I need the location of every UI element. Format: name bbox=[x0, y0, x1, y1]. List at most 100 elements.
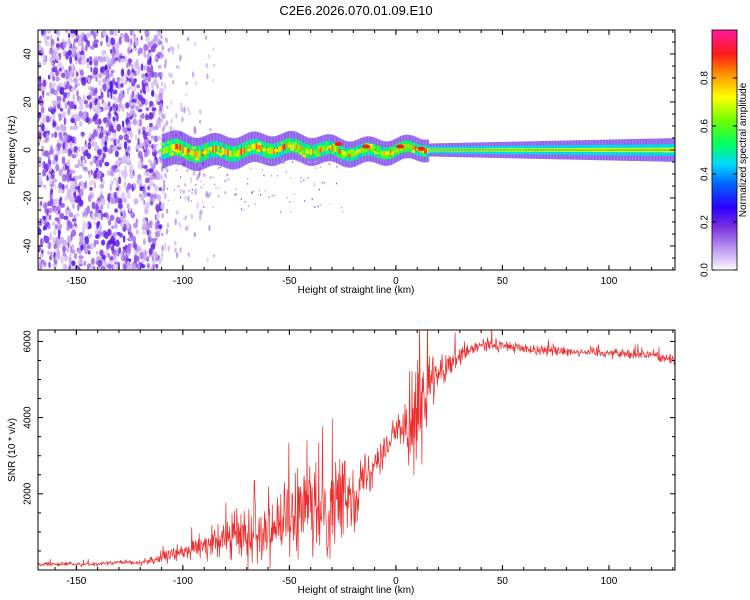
noise-speckle bbox=[80, 59, 86, 65]
noise-speckle bbox=[127, 182, 132, 190]
noise-speckle bbox=[206, 73, 209, 80]
noise-speckle bbox=[133, 239, 136, 246]
noise-speckle bbox=[153, 78, 158, 86]
signal-cell bbox=[172, 144, 175, 151]
noise-speckle bbox=[263, 174, 265, 177]
noise-speckle bbox=[191, 189, 193, 191]
noise-speckle bbox=[60, 124, 65, 133]
noise-speckle bbox=[105, 121, 108, 129]
noise-speckle bbox=[116, 190, 120, 197]
noise-speckle bbox=[212, 78, 215, 83]
noise-speckle bbox=[132, 118, 137, 126]
noise-speckle bbox=[141, 126, 146, 131]
noise-speckle bbox=[106, 212, 109, 220]
signal-cell bbox=[385, 151, 388, 157]
noise-speckle bbox=[194, 161, 196, 164]
noise-speckle bbox=[87, 40, 90, 48]
noise-speckle bbox=[111, 225, 114, 230]
signal-peak bbox=[362, 144, 371, 149]
noise-speckle bbox=[48, 150, 53, 155]
noise-speckle bbox=[147, 185, 150, 191]
noise-speckle bbox=[118, 36, 122, 46]
noise-speckle bbox=[47, 241, 52, 250]
noise-speckle bbox=[168, 72, 171, 78]
signal-blob bbox=[257, 142, 263, 146]
noise-speckle bbox=[96, 250, 99, 255]
noise-speckle bbox=[133, 78, 137, 83]
noise-speckle bbox=[77, 203, 80, 212]
noise-speckle bbox=[297, 160, 299, 162]
noise-speckle bbox=[140, 35, 143, 41]
noise-speckle bbox=[72, 86, 77, 91]
signal-cell bbox=[298, 144, 301, 151]
signal-cell bbox=[310, 149, 313, 155]
signal-cell bbox=[383, 151, 386, 156]
noise-speckle bbox=[120, 83, 124, 88]
signal-cell bbox=[407, 144, 410, 149]
noise-speckle bbox=[160, 81, 164, 87]
noise-speckle bbox=[112, 146, 118, 152]
noise-speckle bbox=[53, 228, 57, 236]
noise-speckle bbox=[314, 206, 316, 208]
noise-speckle bbox=[314, 161, 316, 163]
signal-cell bbox=[255, 143, 258, 150]
noise-speckle bbox=[137, 137, 140, 145]
noise-speckle bbox=[258, 189, 261, 192]
noise-speckle bbox=[133, 84, 137, 92]
noise-speckle bbox=[95, 167, 99, 173]
noise-speckle bbox=[81, 133, 84, 138]
noise-speckle bbox=[145, 107, 150, 111]
noise-speckle bbox=[155, 203, 160, 212]
signal-cell bbox=[222, 148, 225, 155]
signal-cell bbox=[198, 150, 201, 158]
noise-speckle bbox=[110, 37, 115, 46]
noise-speckle bbox=[175, 112, 178, 119]
noise-speckle bbox=[138, 246, 143, 252]
noise-speckle bbox=[73, 125, 79, 130]
noise-speckle bbox=[42, 90, 45, 99]
noise-speckle bbox=[53, 206, 57, 214]
noise-speckle bbox=[61, 245, 67, 253]
signal-cell bbox=[176, 144, 179, 151]
noise-speckle bbox=[152, 264, 155, 270]
snr-xlabel: Height of straight line (km) bbox=[298, 585, 415, 596]
noise-speckle bbox=[206, 257, 209, 263]
noise-speckle bbox=[214, 183, 216, 186]
noise-speckle bbox=[97, 148, 102, 156]
noise-speckle bbox=[194, 188, 197, 196]
signal-blob bbox=[232, 147, 238, 151]
noise-speckle bbox=[207, 193, 210, 198]
noise-speckle bbox=[123, 181, 127, 189]
noise-speckle bbox=[118, 134, 124, 141]
noise-speckle bbox=[78, 105, 84, 111]
noise-speckle bbox=[212, 47, 215, 52]
noise-speckle bbox=[65, 161, 71, 167]
noise-speckle bbox=[149, 220, 153, 229]
noise-speckle bbox=[126, 139, 132, 144]
signal-cell bbox=[303, 147, 306, 153]
noise-speckle bbox=[102, 56, 107, 62]
noise-speckle bbox=[116, 77, 121, 82]
noise-speckle bbox=[68, 40, 72, 48]
noise-speckle bbox=[82, 211, 85, 218]
signal-cell bbox=[352, 151, 355, 157]
noise-speckle bbox=[136, 84, 141, 89]
noise-speckle bbox=[153, 103, 156, 108]
noise-speckle bbox=[90, 87, 95, 92]
signal-cell bbox=[228, 150, 231, 157]
noise-speckle bbox=[117, 81, 120, 89]
noise-speckle bbox=[122, 235, 126, 243]
noise-speckle bbox=[190, 200, 192, 202]
noise-speckle bbox=[122, 155, 128, 164]
noise-speckle bbox=[180, 102, 183, 107]
noise-speckle bbox=[41, 30, 45, 36]
noise-speckle bbox=[115, 181, 119, 186]
signal-cell bbox=[379, 149, 382, 155]
noise-speckle bbox=[63, 49, 66, 57]
signal-blob bbox=[269, 146, 275, 150]
noise-speckle bbox=[69, 125, 75, 131]
signal-blob bbox=[390, 152, 396, 156]
noise-speckle bbox=[63, 215, 69, 220]
noise-speckle bbox=[60, 202, 65, 208]
noise-speckle bbox=[69, 101, 75, 110]
